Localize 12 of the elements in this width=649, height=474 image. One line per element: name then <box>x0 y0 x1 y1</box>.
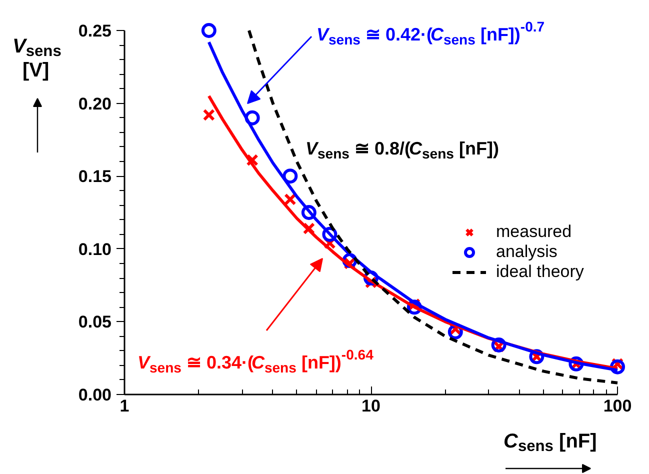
legend-label: analysis <box>496 242 558 262</box>
y-tick-label: 0.20 <box>78 94 112 114</box>
x-tick-label: 1 <box>120 396 130 416</box>
y-tick-label: 0.05 <box>78 312 112 332</box>
x-tick-label: 100 <box>603 396 632 416</box>
y-tick-label: 0.10 <box>78 240 112 259</box>
x-tick-label: 10 <box>362 396 380 416</box>
y-tick-label: 0.00 <box>78 386 112 404</box>
legend-label: measured <box>496 222 572 242</box>
y-tick-label: 0.25 <box>78 22 112 40</box>
y-tick-label: 0.15 <box>78 167 112 186</box>
legend-label: ideal theory <box>496 262 584 282</box>
